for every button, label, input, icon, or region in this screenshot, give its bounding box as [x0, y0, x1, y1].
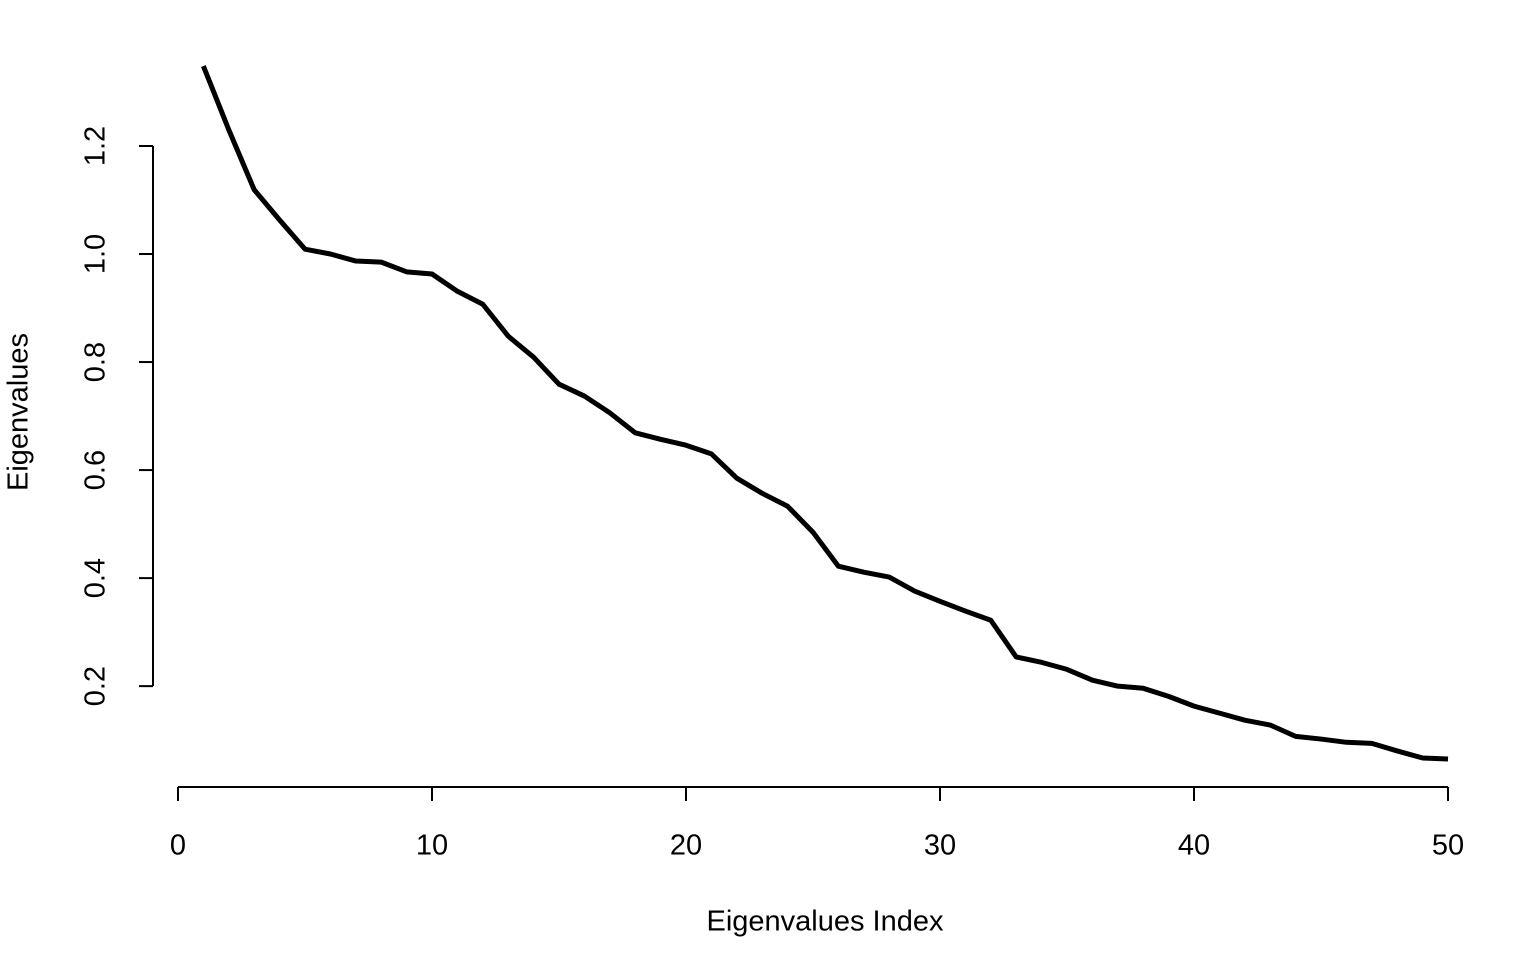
x-tick-label: 30	[924, 830, 956, 862]
x-tick-label: 10	[416, 830, 448, 862]
y-tick-label: 1.2	[80, 126, 112, 166]
y-tick-label: 1.0	[80, 234, 112, 274]
x-tick-label: 0	[170, 830, 186, 862]
y-tick-label: 0.8	[80, 342, 112, 382]
x-tick-label: 20	[670, 830, 702, 862]
data-line	[201, 65, 1449, 762]
x-tick-label: 40	[1178, 830, 1210, 862]
y-tick-label: 0.4	[80, 558, 112, 598]
y-axis-title: Eigenvalues	[3, 333, 35, 491]
x-axis-title: Eigenvalues Index	[707, 906, 944, 938]
x-tick-label: 50	[1432, 830, 1464, 862]
y-tick-label: 0.6	[80, 450, 112, 490]
y-tick-label: 0.2	[80, 666, 112, 706]
